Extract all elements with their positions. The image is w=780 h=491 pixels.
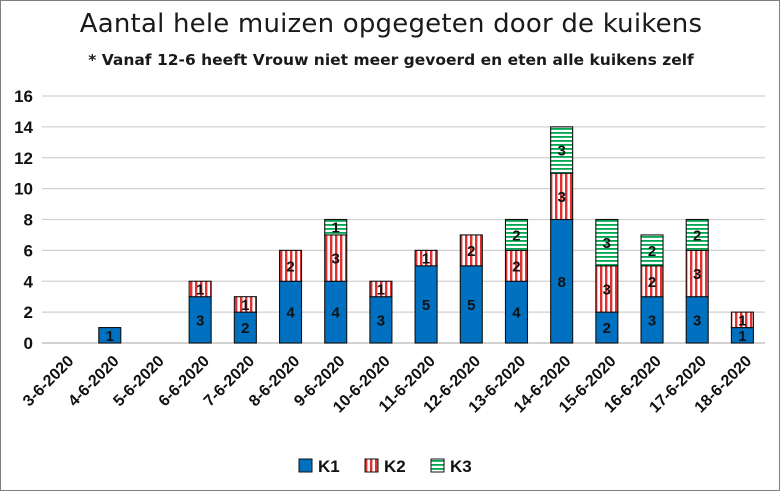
bar-segment-k2: [369, 280, 393, 298]
chart-subtitle: * Vanaf 12-6 heeft Vrouw niet meer gevoe…: [88, 51, 694, 69]
data-label: 3: [693, 312, 701, 329]
data-label: 1: [377, 281, 385, 298]
data-label: 1: [241, 297, 249, 314]
data-label: 1: [422, 251, 430, 268]
bar-segment-k2: [414, 249, 438, 267]
data-label: 3: [377, 312, 385, 329]
data-label: 1: [196, 281, 204, 298]
data-label: 2: [286, 258, 294, 275]
data-label: 2: [648, 243, 656, 260]
y-tick-label: 2: [24, 303, 33, 322]
y-tick-label: 6: [24, 241, 33, 260]
data-label: 4: [332, 305, 341, 322]
data-label: 3: [648, 312, 656, 329]
y-tick-label: 14: [14, 118, 33, 137]
bar-segment-k3: [324, 218, 348, 236]
data-label: 3: [557, 143, 565, 160]
data-label: 3: [557, 189, 565, 206]
bar-segment-k2: [188, 280, 212, 298]
data-label: 2: [693, 227, 701, 244]
data-label: 3: [603, 281, 611, 298]
legend-label-k3: K3: [450, 457, 472, 476]
data-label: 8: [557, 274, 565, 291]
data-label: 3: [332, 251, 340, 268]
bar-segment-k3: [595, 218, 619, 267]
data-label: 1: [106, 328, 114, 345]
legend-label-k2: K2: [384, 457, 406, 476]
data-label: 2: [512, 227, 520, 244]
bar-segment-k2: [459, 234, 483, 267]
y-tick-label: 4: [24, 272, 34, 291]
y-tick-label: 16: [14, 87, 33, 106]
bar-segment-k3: [550, 126, 574, 174]
legend-label-k1: K1: [318, 457, 340, 476]
data-label: 5: [467, 297, 475, 314]
bar-segment-k2: [278, 249, 303, 282]
data-label: 4: [286, 305, 295, 322]
data-label: 5: [422, 297, 430, 314]
legend-swatch-k1: [298, 458, 313, 473]
bar-segment-k1: [98, 327, 122, 344]
y-tick-label: 0: [24, 334, 33, 353]
data-label: 2: [241, 320, 249, 337]
y-tick-label: 10: [14, 180, 33, 199]
x-axis-ticks: 3-6-20204-6-20205-6-20206-6-20207-6-2020…: [20, 353, 755, 417]
data-label: 2: [603, 320, 611, 337]
bar-segment-k3: [504, 218, 529, 251]
data-label: 2: [467, 243, 475, 260]
bar-segment-k3: [685, 218, 709, 251]
y-axis-ticks: 0 2 4 6 8 10 12 14 16: [14, 87, 33, 353]
chart-title: Aantal hele muizen opgegeten door de kui…: [79, 9, 703, 39]
data-label: 2: [648, 274, 656, 291]
y-tick-label: 12: [14, 149, 33, 168]
data-label: 1: [738, 312, 746, 329]
data-label: 4: [512, 305, 521, 322]
data-label: 3: [603, 235, 611, 252]
data-label: 3: [196, 312, 204, 329]
data-label: 2: [512, 258, 520, 275]
data-label: 1: [332, 220, 340, 237]
legend: K1 K2 K3: [298, 457, 472, 476]
bar-segment-k2: [730, 311, 754, 329]
bar-segment-k2: [233, 296, 257, 313]
data-label: 1: [738, 328, 746, 345]
y-tick-label: 8: [24, 211, 33, 230]
data-label: 3: [693, 266, 701, 283]
bar-segment-k3: [640, 234, 664, 267]
legend-swatch-k2: [364, 458, 379, 473]
legend-swatch-k3: [430, 458, 445, 473]
